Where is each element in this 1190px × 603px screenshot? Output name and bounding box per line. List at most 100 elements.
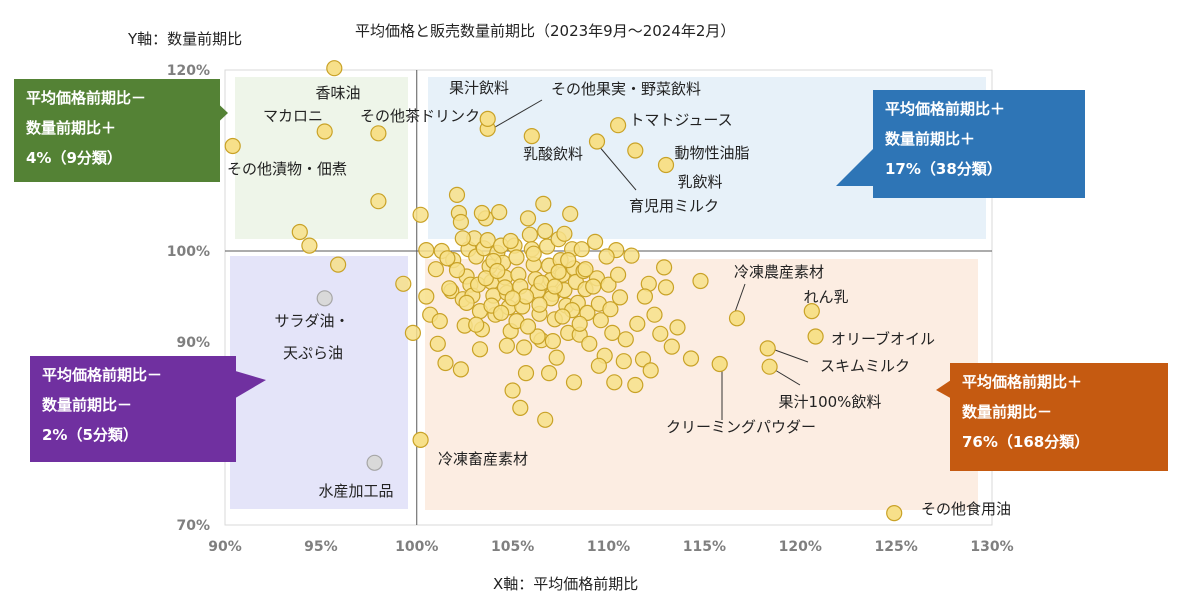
data-point — [431, 313, 448, 330]
data-point — [537, 411, 554, 428]
data-point — [573, 241, 590, 258]
data-point — [452, 361, 469, 378]
data-point — [602, 301, 619, 318]
data-point — [655, 259, 673, 276]
data-point — [636, 288, 654, 305]
data-point — [565, 374, 583, 391]
data-point — [585, 278, 602, 295]
data-point — [562, 205, 579, 222]
labeled-data-point — [316, 290, 333, 307]
leader-line — [774, 349, 809, 363]
data-point — [692, 272, 709, 290]
data-point — [642, 362, 659, 379]
data-point — [535, 195, 552, 212]
data-point — [515, 339, 533, 356]
data-point — [477, 270, 494, 287]
data-point — [604, 324, 621, 341]
x-tick-label: 120% — [779, 539, 822, 555]
labeled-data-point — [366, 454, 383, 471]
callout-line: 76%（168分類） — [962, 433, 1090, 451]
labeled-data-point — [316, 123, 333, 140]
callout-line: 数量前期比＋ — [885, 130, 976, 148]
callout-line: 平均価格前期比＋ — [962, 373, 1083, 391]
point-label: 冷凍農産素材 — [734, 263, 824, 281]
data-point — [657, 279, 675, 296]
y-tick-label: 70% — [176, 518, 210, 534]
callout-line: 平均価格前期比－ — [26, 89, 147, 107]
x-tick-label: 125% — [874, 539, 917, 555]
point-label: れん乳 — [803, 288, 848, 306]
leader-lines — [489, 99, 809, 420]
point-label: 冷凍畜産素材 — [438, 450, 528, 468]
y-tick-label: 100% — [167, 244, 210, 260]
point-label: 育児用ミルク — [629, 197, 719, 215]
callout-line: 4%（9分類） — [26, 149, 122, 167]
data-point — [301, 237, 318, 254]
data-point — [537, 223, 554, 240]
data-point — [418, 288, 435, 305]
x-tick-label: 105% — [491, 539, 534, 555]
data-point — [554, 308, 571, 325]
labeled-data-point — [412, 431, 429, 448]
labeled-data-point — [803, 303, 820, 320]
data-point — [590, 357, 608, 374]
labeled-data-point — [807, 328, 824, 345]
data-point — [646, 306, 663, 323]
data-point — [652, 325, 669, 342]
callout-line: 数量前期比＋ — [26, 119, 117, 137]
data-point — [437, 354, 454, 372]
data-point — [540, 365, 558, 382]
data-point — [504, 382, 521, 399]
data-point — [581, 335, 598, 352]
leader-line — [597, 144, 637, 191]
data-point — [458, 294, 475, 311]
data-point — [634, 351, 652, 368]
data-point — [615, 353, 632, 370]
data-point — [586, 233, 604, 250]
point-label: 水産加工品 — [318, 482, 393, 500]
data-point — [504, 290, 521, 307]
leader-line — [489, 99, 543, 131]
leader-line — [774, 369, 801, 386]
callout-line: 平均価格前期比＋ — [885, 100, 1006, 118]
data-point — [427, 261, 444, 278]
callout-line: 数量前期比－ — [42, 396, 133, 414]
callout-lower-left: 平均価格前期比－ 数量前期比－ 2%（5分類） — [30, 356, 236, 462]
y-tick-label: 120% — [167, 63, 210, 79]
labeled-data-point — [886, 504, 903, 522]
labeled-data-point — [728, 310, 746, 327]
y-tick-labels: 70% 90% 100% 120% — [167, 63, 210, 534]
data-point — [592, 312, 609, 329]
data-point — [560, 252, 577, 269]
callout-line: 平均価格前期比－ — [42, 366, 163, 384]
point-label: その他漬物・佃煮 — [227, 160, 347, 178]
data-point — [429, 335, 446, 352]
chart-title: 平均価格と販売数量前期比（2023年9月～2024年2月） — [355, 22, 736, 40]
data-point — [627, 376, 644, 394]
data-point — [609, 266, 627, 283]
x-tick-label: 110% — [587, 539, 630, 555]
labeled-data-point — [224, 137, 241, 155]
labeled-data-point — [759, 340, 776, 357]
data-point — [611, 289, 629, 306]
data-point — [606, 374, 623, 391]
data-point — [496, 279, 514, 296]
point-label: マカロニ — [263, 107, 323, 125]
callout-upper-right: 平均価格前期比＋ 数量前期比＋ 17%（38分類） — [873, 90, 1085, 198]
data-point — [669, 319, 686, 336]
labeled-data-point — [326, 60, 343, 77]
point-label: サラダ油・ — [274, 312, 349, 330]
data-point — [404, 324, 421, 341]
callout-pointer-orange — [936, 378, 954, 400]
data-point — [546, 278, 563, 295]
callout-upper-left: 平均価格前期比－ 数量前期比＋ 4%（9分類） — [14, 79, 220, 182]
x-tick-labels: 90% 95% 100% 105% 110% 115% 120% 125% 130% — [208, 539, 1013, 555]
data-point — [533, 274, 550, 291]
data-point — [571, 315, 588, 332]
point-label: 果汁飲料 — [449, 79, 509, 97]
data-point — [629, 315, 646, 332]
x-tick-label: 95% — [304, 539, 338, 555]
data-point — [517, 288, 535, 305]
data-point — [439, 250, 456, 267]
data-point — [512, 399, 529, 416]
